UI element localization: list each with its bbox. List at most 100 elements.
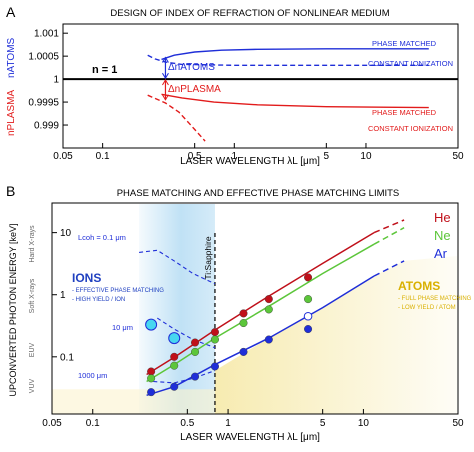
a-series-line-3 [147, 94, 206, 142]
reference-line-label: n = 1 [92, 64, 117, 76]
b-point-Ar [304, 325, 313, 334]
b-xtick-label: 50 [452, 418, 464, 429]
b-point-He [264, 295, 273, 304]
legend-blue-phase-matched: PHASE MATCHED [372, 39, 437, 48]
panel-a-frame [62, 23, 459, 149]
vuv-shade [52, 389, 215, 414]
b-point-Ne [191, 347, 200, 356]
b-xtick-label: 0.1 [86, 418, 100, 429]
a-xtick-label: 1 [232, 151, 238, 162]
b-point-Ar [239, 347, 248, 356]
b-point-He [239, 309, 248, 318]
b-trend-dash-Ar [373, 260, 405, 277]
coherence-curve-0 [139, 249, 216, 285]
panel-b-label: B [6, 183, 15, 199]
legend-red-constant-ionization: CONSTANT IONIZATION [368, 124, 453, 133]
legend-blue-constant-ionization: CONSTANT IONIZATION [368, 59, 453, 68]
b-xtick-label: 0.5 [180, 418, 194, 429]
atoms-line-2: - LOW YIELD / ATOM [398, 305, 456, 311]
a-series-line-1 [147, 54, 429, 66]
legend-ne: Ne [434, 228, 451, 243]
panel-b-xlabel: LASER WAVELENGTH λL [μm] [180, 432, 320, 443]
a-ytick-label: 1.001 [34, 29, 59, 40]
b-point-He [170, 352, 179, 361]
ions-line-2: - HIGH YIELD / ION [72, 297, 125, 303]
delta-n-atoms-arrow-head-1 [162, 56, 169, 63]
b-point-He [191, 338, 200, 347]
panel-a-label: A [6, 4, 16, 20]
b-ytick-label: 0.1 [60, 352, 74, 363]
b-xtick-label: 1 [225, 418, 231, 429]
a-xtick-label: 0.05 [53, 151, 73, 162]
b-point-Ne [170, 361, 179, 370]
coherence-label-1: 10 μm [112, 323, 133, 332]
a-ytick-label: 0.999 [34, 121, 59, 132]
b-xtick-label: 10 [358, 418, 370, 429]
a-xtick-label: 10 [360, 151, 372, 162]
delta-n-atoms-arrow-head-2 [162, 72, 169, 80]
coherence-curve-1 [156, 317, 216, 349]
coherence-label-0: Lcoh = 0.1 μm [78, 233, 126, 242]
a-xtick-label: 5 [324, 151, 330, 162]
a-ytick-label: 0.9995 [28, 98, 59, 109]
b-point-Ar [147, 388, 156, 397]
band-soft-xrays: Soft X-rays [29, 278, 36, 313]
legend-ar: Ar [434, 246, 448, 261]
ions-title: IONS [72, 271, 101, 285]
band-euv: EUV [29, 342, 36, 357]
b-point-He [210, 328, 219, 337]
b-trend-dash-Ne [373, 227, 405, 245]
panel-b-ylabel: UPCONVERTED PHOTON ENERGY [keV] [8, 223, 18, 396]
b-point-Ar [210, 362, 219, 371]
band-vuv: VUV [29, 378, 36, 393]
b-point-Ar [191, 372, 200, 381]
panel-a-ylabel-bottom: nPLASMA [6, 90, 17, 136]
panel-a-ylabel-top: nATOMS [6, 37, 17, 78]
delta-n-plasma-label: ΔnPLASMA [168, 84, 221, 95]
b-point-ar-open [303, 311, 313, 321]
coherence-label-2: 1000 μm [78, 371, 107, 380]
a-xtick-label: 0.1 [96, 151, 110, 162]
b-point-Ar [170, 382, 179, 391]
b-point-Ne [147, 374, 156, 383]
b-point-Ar [264, 335, 273, 344]
legend-he: He [434, 210, 451, 225]
b-ytick-label: 10 [60, 228, 72, 239]
delta-n-plasma-arrow-head-2 [162, 94, 169, 101]
legend-red-phase-matched: PHASE MATCHED [372, 108, 437, 117]
panel-a-xlabel: LASER WAVELENGTH λL [μm] [180, 156, 320, 167]
b-point-Ne [239, 319, 248, 328]
panel-b: B PHASE MATCHING AND EFFECTIVE PHASE MAT… [6, 183, 472, 443]
b-point-Ne [264, 305, 273, 314]
a-xtick-label: 0.5 [188, 151, 202, 162]
b-point-ion-large [145, 318, 158, 331]
atoms-line-1: - FULL PHASE MATCHING [398, 296, 472, 302]
b-xtick-label: 0.05 [42, 418, 62, 429]
panel-b-title: PHASE MATCHING AND EFFECTIVE PHASE MATCH… [117, 188, 400, 199]
b-point-ion-large [168, 332, 181, 345]
b-ytick-label: 1 [60, 290, 66, 301]
panel-a-title: DESIGN OF INDEX OF REFRACTION OF NONLINE… [110, 8, 389, 19]
a-series-line-0 [161, 48, 429, 61]
b-xtick-label: 5 [320, 418, 326, 429]
b-point-Ne [304, 295, 313, 304]
coherence-curve-2 [153, 370, 216, 384]
ti-sapphire-label: Ti:Sapphire [203, 236, 213, 279]
b-point-Ne [210, 335, 219, 344]
a-ytick-label: 1.0005 [28, 52, 59, 63]
a-xtick-label: 50 [452, 151, 464, 162]
atoms-region [215, 256, 457, 414]
a-series-line-2 [161, 93, 429, 109]
b-point-He [304, 273, 313, 282]
delta-n-plasma-arrow-head-1 [162, 79, 169, 86]
panel-b-frame [51, 202, 459, 415]
b-point-He [147, 367, 156, 376]
b-trend-dash-He [373, 219, 405, 234]
ions-line-1: - EFFECTIVE PHASE MATCHING [72, 288, 164, 294]
a-ytick-label: 1 [53, 75, 59, 86]
atoms-title: ATOMS [398, 279, 440, 293]
band-hard-xrays: Hard X-rays [29, 225, 36, 263]
panel-a: A DESIGN OF INDEX OF REFRACTION OF NONLI… [6, 4, 464, 167]
delta-n-atoms-label: ΔnATOMS [168, 62, 215, 73]
